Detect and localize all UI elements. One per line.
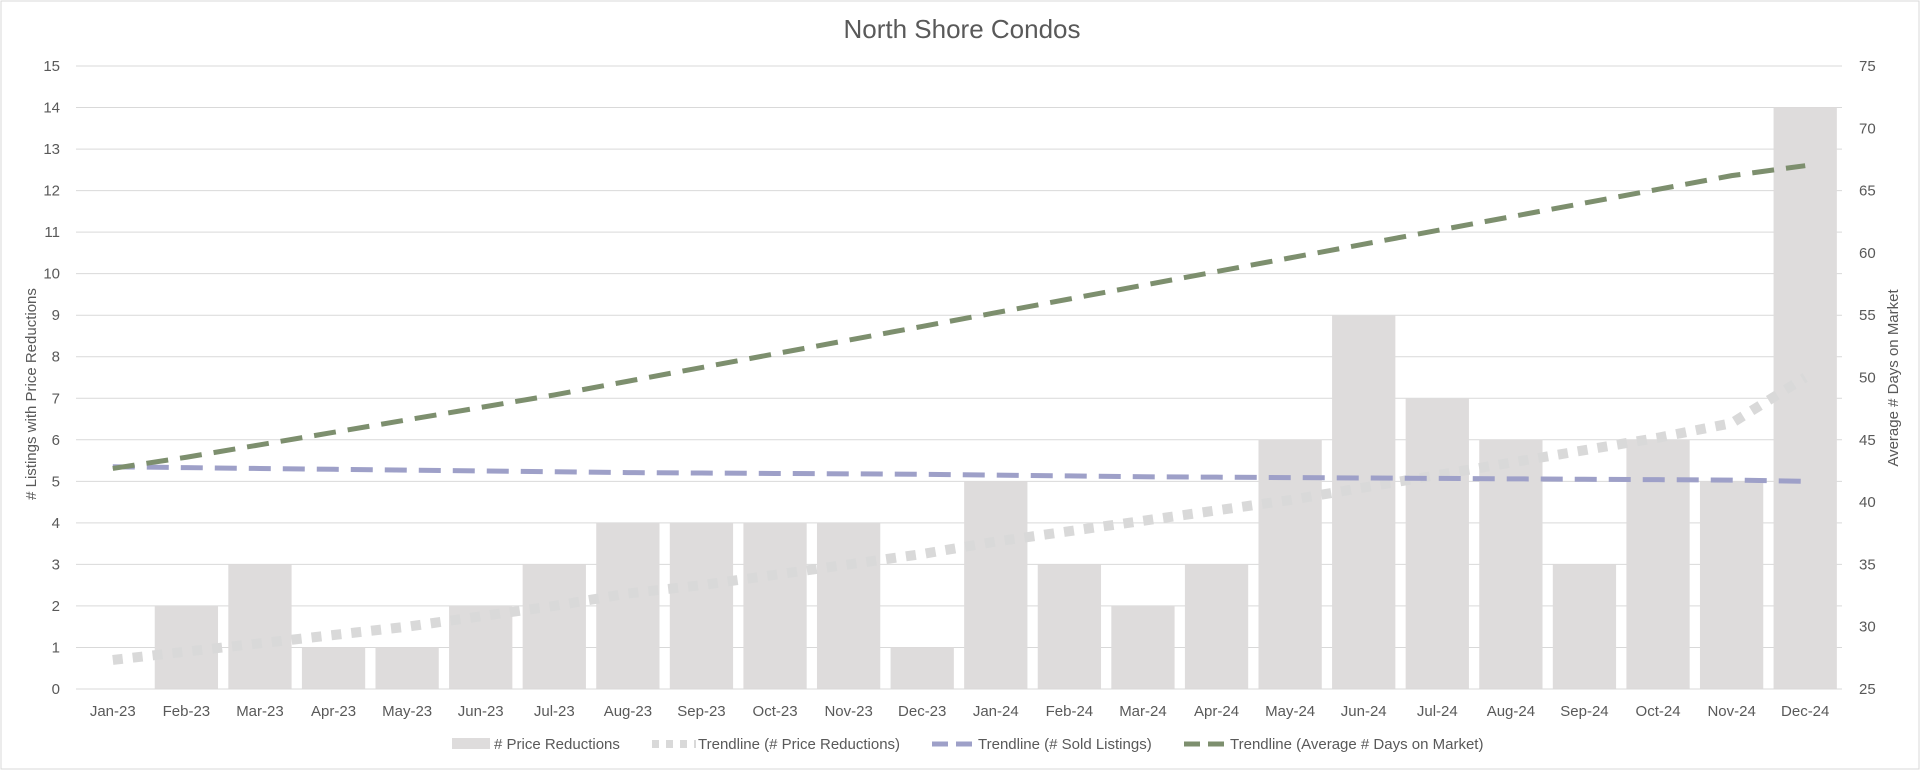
trendline-1 — [112, 373, 1808, 665]
trendline-2 — [112, 464, 1806, 484]
bar — [154, 605, 219, 689]
y2-axis-title: Average # Days on Market — [1885, 289, 1902, 467]
y-tick-label: 2 — [52, 598, 60, 615]
y-tick-label: 9 — [52, 307, 60, 324]
x-tick-label: Jun-24 — [1341, 703, 1387, 720]
bar — [1773, 107, 1837, 690]
x-tick-label: Apr-23 — [311, 703, 356, 720]
bar — [1111, 605, 1175, 689]
legend-swatch — [452, 738, 490, 749]
y-tick-label: 0 — [52, 681, 60, 698]
axes: 0123456789101112131415253035404550556065… — [43, 58, 1875, 720]
x-tick-label: Jan-24 — [973, 703, 1019, 720]
y-tick-label: 13 — [43, 141, 60, 158]
y-tick-label: 6 — [52, 432, 60, 449]
x-tick-label: Dec-23 — [898, 703, 946, 720]
chart-title: North Shore Condos — [843, 14, 1080, 44]
x-tick-label: Aug-23 — [604, 703, 652, 720]
x-tick-label: Oct-23 — [753, 703, 798, 720]
x-tick-label: Nov-24 — [1707, 703, 1755, 720]
y-tick-label: 12 — [43, 183, 60, 200]
y2-tick-label: 45 — [1859, 432, 1876, 449]
y2-tick-label: 70 — [1859, 120, 1876, 137]
bar — [1405, 398, 1469, 689]
y-tick-label: 8 — [52, 349, 60, 366]
y-tick-label: 11 — [44, 224, 60, 241]
x-tick-label: Jul-23 — [534, 703, 575, 720]
y-tick-label: 1 — [52, 639, 60, 656]
bar — [301, 647, 366, 689]
y-tick-label: 10 — [43, 266, 60, 283]
y2-tick-label: 25 — [1859, 681, 1876, 698]
x-tick-label: Feb-23 — [163, 703, 211, 720]
bar — [816, 522, 881, 689]
x-tick-label: May-23 — [382, 703, 432, 720]
bar — [522, 564, 586, 689]
legend: # Price Reductions Trendline (# Price Red… — [452, 736, 1483, 753]
x-tick-label: Mar-24 — [1119, 703, 1167, 720]
bar — [1332, 315, 1396, 689]
x-tick-label: Feb-24 — [1046, 703, 1094, 720]
y-tick-label: 5 — [52, 473, 60, 490]
bar — [1552, 564, 1617, 689]
y2-tick-label: 50 — [1859, 370, 1876, 387]
bar — [596, 522, 660, 689]
y-tick-label: 15 — [43, 58, 60, 75]
x-tick-label: Dec-24 — [1781, 703, 1829, 720]
y2-tick-label: 35 — [1859, 556, 1876, 573]
y-tick-label: 14 — [43, 100, 60, 117]
legend-label: Trendline (# Price Reductions) — [698, 736, 900, 753]
x-tick-label: Nov-23 — [824, 703, 872, 720]
y-tick-label: 4 — [52, 515, 60, 532]
line-series — [112, 163, 1808, 665]
y2-tick-label: 65 — [1859, 183, 1876, 200]
y2-tick-label: 55 — [1859, 307, 1876, 324]
y-tick-label: 3 — [52, 556, 60, 573]
bar — [1037, 564, 1102, 689]
y-tick-label: 7 — [52, 390, 60, 407]
legend-label: Trendline (# Sold Listings) — [978, 736, 1152, 753]
y-axis-title: # Listings with Price Reductions — [23, 288, 40, 500]
x-tick-label: Mar-23 — [236, 703, 284, 720]
trendline-3 — [112, 163, 1806, 471]
x-tick-label: Sep-23 — [677, 703, 725, 720]
y2-tick-label: 60 — [1859, 245, 1876, 262]
legend-label: # Price Reductions — [494, 736, 620, 753]
bar — [1184, 564, 1249, 689]
x-tick-label: Aug-24 — [1487, 703, 1535, 720]
x-tick-label: Oct-24 — [1636, 703, 1681, 720]
bar — [669, 522, 734, 689]
bar — [1258, 439, 1322, 689]
bar — [228, 564, 292, 689]
x-tick-label: May-24 — [1265, 703, 1315, 720]
bar — [375, 647, 439, 689]
bar — [964, 481, 1028, 689]
x-tick-label: Sep-24 — [1560, 703, 1608, 720]
x-tick-label: Jan-23 — [90, 703, 136, 720]
y2-tick-label: 75 — [1859, 58, 1876, 75]
y2-tick-label: 40 — [1859, 494, 1876, 511]
bar — [890, 647, 954, 689]
bar — [743, 522, 807, 689]
legend-label: Trendline (Average # Days on Market) — [1230, 736, 1483, 753]
bar — [1699, 481, 1764, 689]
bar-series — [154, 107, 1837, 690]
x-tick-label: Apr-24 — [1194, 703, 1239, 720]
y2-tick-label: 30 — [1859, 619, 1876, 636]
x-tick-label: Jun-23 — [458, 703, 504, 720]
x-tick-label: Jul-24 — [1417, 703, 1458, 720]
